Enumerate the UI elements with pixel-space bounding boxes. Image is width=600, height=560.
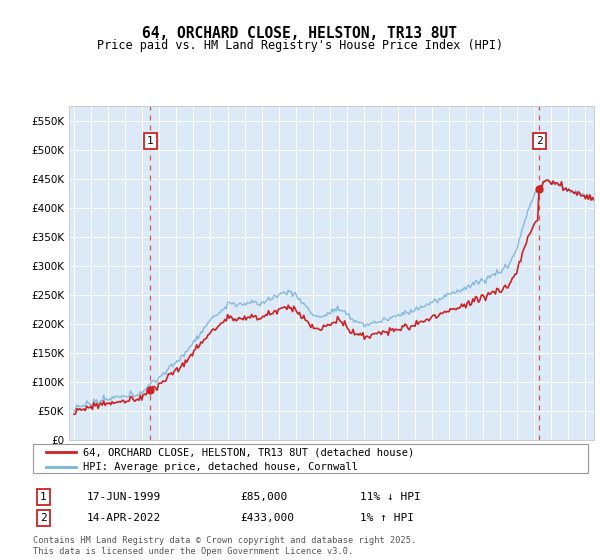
Text: 64, ORCHARD CLOSE, HELSTON, TR13 8UT: 64, ORCHARD CLOSE, HELSTON, TR13 8UT: [143, 26, 458, 41]
Text: HPI: Average price, detached house, Cornwall: HPI: Average price, detached house, Corn…: [83, 462, 358, 472]
Text: 1: 1: [147, 136, 154, 146]
Text: 14-APR-2022: 14-APR-2022: [87, 513, 161, 523]
Text: Price paid vs. HM Land Registry's House Price Index (HPI): Price paid vs. HM Land Registry's House …: [97, 39, 503, 53]
Text: 2: 2: [40, 513, 47, 523]
Text: £433,000: £433,000: [240, 513, 294, 523]
Text: 1: 1: [40, 492, 47, 502]
Text: 64, ORCHARD CLOSE, HELSTON, TR13 8UT (detached house): 64, ORCHARD CLOSE, HELSTON, TR13 8UT (de…: [83, 447, 415, 457]
Text: 11% ↓ HPI: 11% ↓ HPI: [360, 492, 421, 502]
Text: 17-JUN-1999: 17-JUN-1999: [87, 492, 161, 502]
Text: £85,000: £85,000: [240, 492, 287, 502]
Text: Contains HM Land Registry data © Crown copyright and database right 2025.
This d: Contains HM Land Registry data © Crown c…: [33, 536, 416, 556]
Text: 2: 2: [536, 136, 542, 146]
Text: 1% ↑ HPI: 1% ↑ HPI: [360, 513, 414, 523]
